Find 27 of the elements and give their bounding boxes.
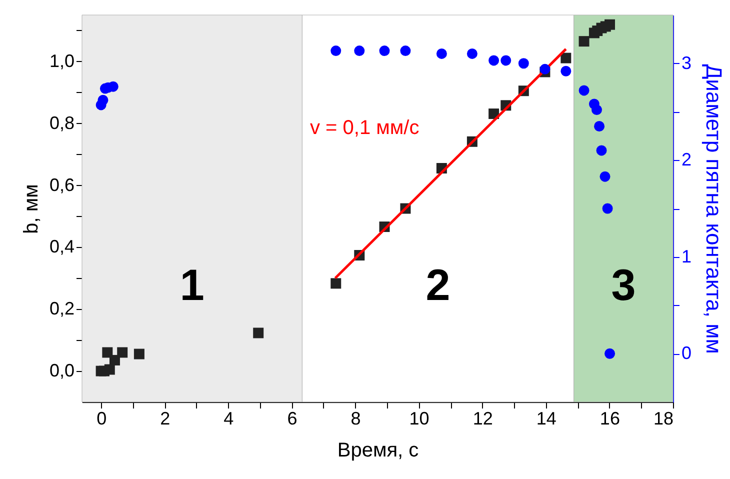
x-tick-label: 18 [653,408,674,428]
x-tick-label: 10 [409,408,430,428]
x-tick-label: 12 [472,408,493,428]
y2-axis-title: Диаметр пятна контакта, мм [702,64,727,354]
x-tick-label: 4 [224,408,234,428]
band-label: 2 [426,261,450,310]
y-tick-label: 0,8 [49,112,74,133]
y2-tick-label: 2 [682,150,692,170]
y-tick-label: 0,6 [49,174,74,195]
band-label: 1 [180,261,204,310]
annotation: v = 0,1 мм/с [310,117,420,139]
y2-tick-label: 1 [682,246,692,266]
y-tick-label: 1,0 [49,50,74,71]
y2-tick-label: 0 [682,343,692,364]
y-tick-label: 0,0 [49,360,74,381]
y2-tick-label: 3 [682,52,692,73]
y-axis-title: b, мм [20,184,42,234]
x-tick-label: 6 [287,408,298,428]
x-tick-label: 14 [536,408,556,428]
x-tick-label: 8 [350,408,361,428]
x-tick-label: 16 [600,408,620,428]
y-tick-label: 0,4 [49,236,74,257]
x-tick-label: 0 [96,408,107,428]
x-axis-title: Время, с [337,440,419,462]
band-label: 3 [611,261,636,310]
x-tick-label: 2 [160,408,170,428]
y-tick-label: 0,2 [49,298,74,319]
